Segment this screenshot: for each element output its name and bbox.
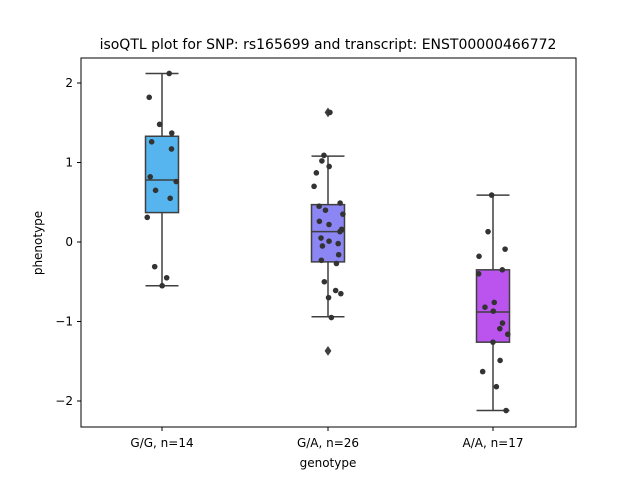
data-point	[499, 267, 506, 273]
data-point	[332, 287, 339, 294]
data-point	[497, 325, 503, 332]
data-point	[338, 290, 344, 297]
data-point	[493, 383, 500, 390]
y-tick-label: 1	[65, 156, 73, 170]
data-point	[319, 158, 325, 164]
y-axis-label: phenotype	[31, 211, 45, 275]
y-tick-label: −1	[55, 315, 73, 329]
data-point	[490, 308, 497, 314]
data-point	[479, 368, 486, 375]
data-point	[488, 192, 495, 198]
point-group	[144, 70, 179, 289]
data-point	[326, 238, 332, 245]
data-point	[159, 282, 165, 289]
data-point	[475, 271, 482, 277]
box	[475, 269, 511, 343]
axes: 2 1 0 −1 −2 G/G, n=14 G/A, n=26 A/A, n=17	[55, 76, 523, 450]
data-point	[499, 320, 506, 326]
data-point	[491, 299, 498, 306]
data-point	[326, 163, 332, 170]
data-point	[313, 170, 320, 176]
data-point	[327, 109, 333, 116]
data-point	[503, 407, 509, 414]
data-point	[319, 243, 326, 249]
data-point	[148, 139, 155, 145]
data-point	[490, 339, 496, 345]
data-point	[147, 174, 154, 180]
plot-area	[144, 70, 511, 414]
x-tick-label: A/A, n=17	[462, 436, 523, 450]
data-point	[146, 94, 153, 101]
data-point	[156, 121, 163, 128]
x-axis-label: genotype	[300, 456, 357, 470]
data-point	[476, 253, 482, 260]
data-point	[168, 146, 175, 152]
y-tick-label: 0	[65, 235, 73, 249]
y-tick-label: −2	[55, 394, 73, 408]
data-point	[337, 228, 343, 235]
data-point	[337, 200, 343, 206]
data-point	[335, 251, 342, 258]
x-tick-label: G/A, n=26	[297, 436, 359, 450]
data-point	[151, 263, 158, 270]
data-point	[144, 214, 151, 221]
data-point	[167, 195, 173, 202]
data-point	[152, 187, 159, 194]
data-point	[316, 203, 322, 210]
data-point	[504, 331, 511, 338]
data-point	[322, 207, 329, 213]
data-point	[321, 278, 328, 285]
data-point	[326, 221, 332, 228]
point-group	[311, 109, 346, 321]
data-point	[163, 274, 170, 281]
data-point	[321, 152, 327, 159]
chart-title: isoQTL plot for SNP: rs165699 and transc…	[100, 37, 557, 53]
outlier-marker	[324, 346, 332, 356]
data-point	[318, 235, 324, 241]
data-point	[328, 314, 335, 321]
data-point	[173, 178, 179, 185]
data-point	[340, 211, 346, 217]
data-point	[325, 294, 332, 301]
point-group	[475, 192, 511, 414]
data-point	[482, 304, 488, 310]
data-point	[166, 70, 173, 77]
data-point	[316, 218, 323, 225]
y-tick-label: 2	[65, 76, 73, 90]
data-point	[318, 257, 325, 264]
box-group	[475, 194, 511, 412]
data-point	[333, 260, 340, 267]
data-point	[497, 357, 503, 364]
data-point	[311, 183, 317, 190]
data-point	[485, 228, 491, 235]
data-point	[335, 240, 341, 247]
data-point	[168, 130, 175, 136]
x-tick-label: G/G, n=14	[130, 436, 193, 450]
data-point	[502, 246, 508, 252]
